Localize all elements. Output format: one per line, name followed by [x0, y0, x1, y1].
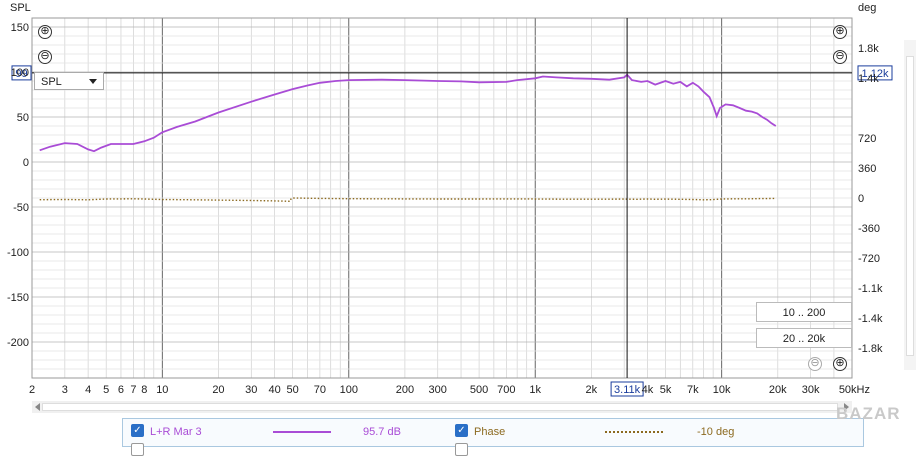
legend-phase-name: Phase — [474, 426, 506, 438]
cursor-y2-readout: 1.12k — [862, 68, 889, 80]
x-tick-label: 100 — [340, 384, 358, 396]
x-tick-label: 10k — [713, 384, 731, 396]
x-tick-label: 7k — [687, 384, 699, 396]
checkbox-icon[interactable] — [455, 443, 468, 456]
series-layer — [39, 73, 777, 203]
zoom-out-y2-icon[interactable]: ⊖ — [833, 50, 847, 64]
x-tick-label: 30k — [802, 384, 820, 396]
cursor-y-readout: 99 — [15, 68, 27, 80]
y2-tick-label: 1.4k — [858, 73, 879, 85]
checkbox-icon[interactable] — [131, 443, 144, 456]
legend-row: ✓ L+R Mar 3 95.7 dB ✓ Phase -10 deg — [123, 421, 863, 441]
chevron-down-icon — [89, 79, 97, 84]
horizontal-scroll-thumb[interactable] — [42, 403, 838, 411]
checkbox-icon[interactable]: ✓ — [131, 424, 144, 437]
x-tick-label: 30 — [245, 384, 257, 396]
x-tick-label: 10 — [156, 384, 168, 396]
y-tick-label: -50 — [13, 202, 29, 214]
y2-tick-label: 360 — [858, 163, 876, 175]
cursor-y-readout-box — [11, 65, 32, 81]
zoom-out-x-icon[interactable]: ⊖ — [808, 357, 822, 371]
zoom-out-y-icon[interactable]: ⊖ — [38, 50, 52, 64]
major-grid — [31, 17, 853, 379]
x-range-field[interactable]: 20 .. 20k — [756, 328, 852, 348]
watermark-logo: BAZAR — [836, 404, 901, 423]
plot-frame — [31, 17, 853, 379]
y2-tick-labels: 1.8k 1.4k 720 360 0 -360 -720 -1.1k -1.4k -1.8k — [858, 43, 883, 355]
y2-tick-label: -1.1k — [858, 283, 883, 295]
series-line-0 — [39, 73, 777, 153]
y-tick-label: 50 — [17, 112, 29, 124]
y-tick-label: -100 — [7, 247, 29, 259]
x-tick-label: 20 — [212, 384, 224, 396]
x-tick-label: 200 — [396, 384, 414, 396]
minor-grid — [31, 17, 853, 379]
x-tick-label: 300 — [429, 384, 447, 396]
legend-series-name: L+R Mar 3 — [150, 426, 202, 438]
zoom-in-y2-icon[interactable]: ⊕ — [833, 25, 847, 39]
x-tick-labels: 2 3 4 5 6 7 8 10 20 30 40 50 70 100 200 300 500 700 1k 2k 4k… — [29, 384, 870, 396]
x-tick-label: 2 — [29, 384, 35, 396]
y2-tick-label: -1.4k — [858, 313, 883, 325]
x-tick-label: 6 — [118, 384, 124, 396]
horizontal-scrollbar[interactable] — [32, 401, 852, 413]
zoom-in-x-icon[interactable]: ⊕ — [833, 357, 847, 371]
y2-tick-label: 1.8k — [858, 43, 879, 55]
checkbox-icon[interactable]: ✓ — [455, 424, 468, 437]
x-tick-label: 4k — [642, 384, 654, 396]
y2-tick-label: 0 — [858, 193, 864, 205]
y-range-field[interactable]: 10 .. 200 — [756, 302, 852, 322]
y2-axis-title: deg — [858, 2, 877, 14]
x-tick-label: 700 — [497, 384, 515, 396]
x-tick-label: 8 — [141, 384, 147, 396]
legend-swatch-phase — [605, 431, 663, 433]
x-tick-label: 20k — [769, 384, 787, 396]
x-tick-label: 1k — [529, 384, 541, 396]
legend-phase-value: -10 deg — [697, 426, 735, 438]
cursor-x-readout: 3.11k — [614, 384, 641, 396]
vertical-scroll-thumb[interactable] — [906, 56, 914, 356]
y-tick-label: 100 — [11, 67, 29, 79]
y-tick-labels: 150 100 50 0 -50 -100 -150 -200 — [7, 22, 29, 349]
series-line-1 — [39, 197, 776, 203]
y-tick-label: 150 — [11, 22, 29, 34]
x-tick-label: 7 — [130, 384, 136, 396]
y-tick-label: -200 — [7, 337, 29, 349]
scroll-right-icon[interactable] — [844, 403, 849, 411]
y2-tick-label: -360 — [858, 223, 880, 235]
y2-tick-label: 720 — [858, 133, 876, 145]
cursor-x-readout-box — [610, 381, 644, 397]
x-tick-label: 40 — [268, 384, 280, 396]
x-tick-label: 50 — [287, 384, 299, 396]
legend-panel: ✓ L+R Mar 3 95.7 dB ✓ Phase -10 deg — [122, 418, 864, 456]
legend-swatch-spl — [273, 431, 331, 433]
scroll-left-icon[interactable] — [35, 403, 40, 411]
y-tick-label: 0 — [23, 157, 29, 169]
y-axis-title: SPL — [10, 2, 31, 14]
x-tick-label: 70 — [314, 384, 326, 396]
y2-tick-label: -1.8k — [858, 343, 883, 355]
x-tick-label: 4 — [85, 384, 91, 396]
legend-series-value: 95.7 dB — [363, 426, 401, 438]
x-tick-label: 2k — [586, 384, 598, 396]
x-tick-label: 500 — [470, 384, 488, 396]
trace-select-value: SPL — [41, 76, 62, 88]
trace-select[interactable]: SPL — [34, 72, 104, 90]
cursor-layer: 99 1.12k 3.11k — [11, 18, 893, 397]
zoom-in-y-icon[interactable]: ⊕ — [38, 25, 52, 39]
x-tick-label: 3 — [62, 384, 68, 396]
vertical-scrollbar[interactable] — [904, 40, 916, 370]
x-tick-label: 50kHz — [839, 384, 870, 396]
x-tick-label: 5 — [103, 384, 109, 396]
cursor-y2-readout-box — [857, 65, 893, 81]
y2-tick-label: -720 — [858, 253, 880, 265]
x-tick-label: 5k — [660, 384, 672, 396]
y-tick-label: -150 — [7, 292, 29, 304]
